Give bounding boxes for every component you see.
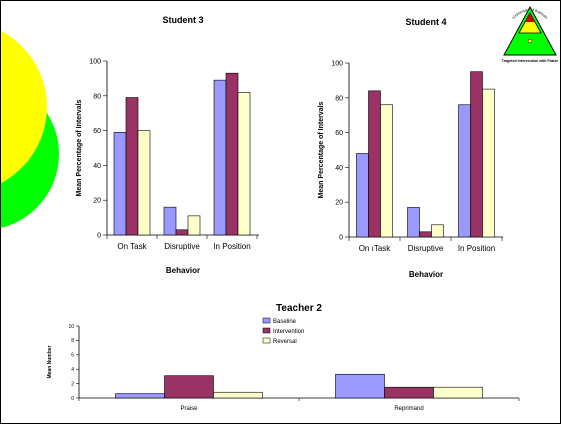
bar	[164, 375, 214, 399]
x-tick-label: Praise	[180, 406, 198, 412]
y-tick-label: 20	[93, 198, 101, 205]
bar	[137, 130, 151, 236]
bar	[187, 215, 201, 236]
logo-caption: Targeted Intervention with Praise	[502, 59, 558, 63]
y-tick-label: 40	[335, 165, 343, 172]
logo-dot	[527, 38, 533, 44]
x-tick-label: Reprimand	[394, 406, 423, 412]
y-axis-label: Mean Percentage of Intervals	[76, 99, 83, 196]
bar	[407, 207, 420, 238]
y-tick-label: 60	[335, 130, 343, 137]
chart-title: Teacher 2	[276, 303, 322, 314]
y-tick-label: 0	[97, 232, 101, 239]
y-tick-label: 60	[93, 128, 101, 135]
y-tick-label: 2	[71, 381, 74, 387]
bar	[431, 224, 444, 238]
legend-swatch	[262, 317, 271, 324]
x-tick-label: Disruptive	[164, 242, 200, 251]
x-axis-label: Behavior	[409, 270, 443, 279]
y-tick-label: 40	[93, 163, 101, 170]
legend-swatch	[262, 327, 271, 334]
x-tick-label: On ıTask	[359, 244, 392, 253]
logo-triangle-red	[525, 13, 535, 22]
y-tick-label: 80	[93, 93, 101, 100]
bar	[335, 373, 385, 399]
y-tick-label: 100	[89, 58, 101, 65]
bar	[237, 92, 251, 236]
logo: University of Kansas Targeted Interventi…	[502, 5, 558, 63]
x-tick-label: In Position	[213, 242, 250, 251]
bar	[115, 393, 165, 399]
y-tick-label: 20	[335, 200, 343, 207]
legend-label: Reversal	[273, 339, 297, 345]
y-tick-label: 8	[71, 338, 74, 344]
y-tick-label: 6	[71, 353, 74, 359]
chart-title: Student 4	[405, 17, 446, 27]
x-tick-label: On Task	[117, 242, 147, 251]
y-tick-label: 10	[68, 324, 74, 330]
logo-triangle-yellow	[518, 12, 542, 34]
bar	[213, 391, 263, 399]
y-axis-label: Mean Number	[47, 345, 53, 378]
y-tick-label: 100	[331, 60, 343, 67]
y-tick-label: 4	[71, 367, 74, 373]
y-tick-label: 0	[339, 234, 343, 241]
bar	[380, 104, 393, 238]
y-tick-label: 0	[71, 396, 74, 402]
yellow-circle	[1, 30, 47, 184]
legend-swatch	[262, 337, 271, 344]
x-tick-label: In Position	[458, 244, 495, 253]
bar	[163, 206, 177, 236]
x-tick-label: Disruptive	[408, 244, 444, 253]
bar	[482, 88, 495, 238]
x-axis-label: Behavior	[166, 266, 200, 275]
legend-label: Intervention	[273, 329, 304, 335]
chart-title: Student 3	[162, 15, 203, 25]
bar	[384, 386, 434, 399]
legend-label: Baseline	[273, 319, 297, 325]
y-tick-label: 80	[335, 95, 343, 102]
bar	[433, 386, 483, 399]
y-axis-label: Mean Percentage of Intervals	[318, 101, 325, 198]
